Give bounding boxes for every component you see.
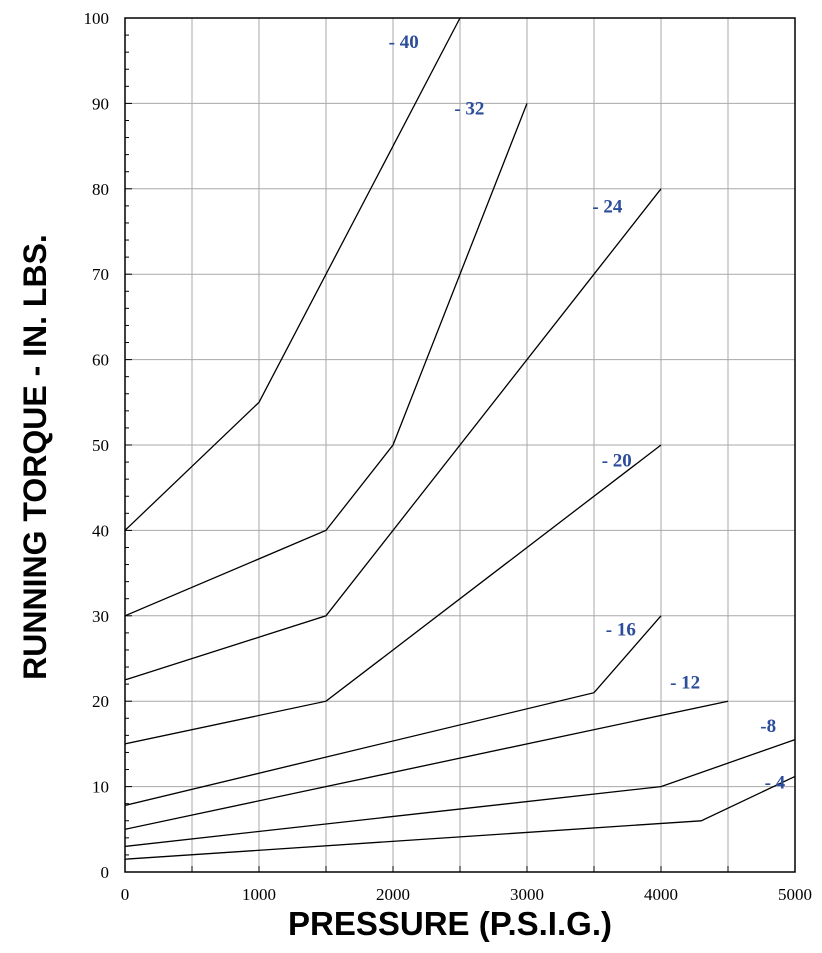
x-tick-label: 5000 bbox=[778, 885, 812, 904]
series-label: - 16 bbox=[606, 619, 636, 640]
series-line bbox=[124, 17, 461, 531]
series-line bbox=[124, 103, 528, 617]
y-tick-label: 100 bbox=[84, 9, 110, 28]
series-labels: - 40 - 32 - 24 - 20 - 16 - 12 -8 - 4 bbox=[389, 32, 786, 793]
series-label: -8 bbox=[760, 716, 776, 737]
y-tick-labels: 0 10 20 30 40 50 60 70 80 90 100 bbox=[84, 9, 110, 882]
y-tick-label: 80 bbox=[92, 180, 109, 199]
series-line bbox=[124, 775, 796, 860]
x-tick-labels: 0 1000 2000 3000 4000 5000 bbox=[121, 885, 812, 904]
series-line bbox=[124, 615, 662, 807]
series-line bbox=[124, 188, 662, 681]
x-tick-label: 2000 bbox=[376, 885, 410, 904]
series-label: - 12 bbox=[670, 672, 700, 693]
series-line bbox=[124, 444, 662, 745]
y-tick-label: 70 bbox=[92, 265, 109, 284]
y-axis-title: RUNNING TORQUE - IN. LBS. bbox=[17, 234, 53, 680]
x-tick-label: 0 bbox=[121, 885, 130, 904]
series-label: - 24 bbox=[592, 197, 623, 218]
series-label: - 20 bbox=[602, 450, 632, 471]
x-tick-label: 4000 bbox=[644, 885, 678, 904]
series-lines bbox=[124, 17, 796, 860]
y-tick-label: 60 bbox=[92, 351, 109, 370]
series-line bbox=[124, 700, 729, 830]
series-label: - 32 bbox=[454, 99, 484, 120]
x-tick-label: 3000 bbox=[510, 885, 544, 904]
y-tick-label: 0 bbox=[101, 863, 110, 882]
y-tick-label: 20 bbox=[92, 692, 109, 711]
series-line bbox=[124, 738, 796, 848]
series-label: - 40 bbox=[389, 32, 419, 53]
x-tick-label: 1000 bbox=[242, 885, 276, 904]
series-label: - 4 bbox=[765, 772, 786, 793]
y-tick-label: 90 bbox=[92, 94, 109, 113]
x-axis-title: PRESSURE (P.S.I.G.) bbox=[288, 905, 612, 942]
y-tick-label: 30 bbox=[92, 607, 109, 626]
y-tick-label: 40 bbox=[92, 521, 109, 540]
y-tick-label: 50 bbox=[92, 436, 109, 455]
y-tick-label: 10 bbox=[92, 778, 109, 797]
